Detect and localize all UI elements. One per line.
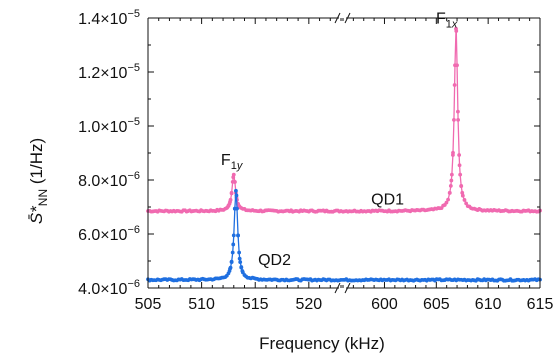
axis-break-mark [334, 12, 341, 24]
series-1-point [452, 83, 457, 87]
series-2-point [237, 250, 242, 255]
annotation-qd1: QD1 [371, 191, 404, 208]
x-tick-label: 515 [242, 296, 269, 313]
series-1-point [449, 178, 454, 183]
series-1-point [458, 172, 463, 177]
x-tick-label: 615 [527, 296, 554, 313]
series-1-point [459, 184, 464, 188]
y-axis-title: S̄*NN (1/Hz) [27, 138, 50, 224]
series-2-point [229, 260, 234, 264]
data-layer [146, 26, 542, 283]
y-axis-title-symbol: S̄* [27, 205, 46, 224]
series-1-point [449, 172, 454, 177]
series-2-point [238, 260, 243, 264]
series-1-point [444, 200, 449, 205]
series-1-point [460, 193, 465, 198]
y-tick-label: 1.0×10−5 [78, 116, 140, 136]
series-2-point [236, 233, 240, 238]
x-axis-title: Frequency (kHz) [259, 334, 385, 353]
series-2-line-seg-1 [147, 190, 342, 282]
series-1-point [232, 179, 237, 184]
series-1-point [452, 118, 456, 122]
annotation-qd2: QD2 [258, 252, 291, 269]
y-tick-label: 1.2×10−5 [78, 62, 140, 82]
series-1-point [455, 63, 459, 68]
axis-break-mark [344, 282, 351, 294]
series-1-point [457, 163, 462, 168]
y-axis-title-unit: (1/Hz) [27, 138, 46, 189]
y-axis-title-sub: NN [36, 189, 50, 206]
series-1-point [447, 190, 452, 195]
series-2 [146, 188, 542, 283]
series-2-point [228, 265, 233, 270]
series-1-line-seg-2 [342, 28, 541, 213]
x-tick-label: 505 [135, 296, 162, 313]
y-tick-label: 6.0×10−6 [78, 224, 140, 244]
x-tick-label: 600 [371, 296, 398, 313]
series-1-point [456, 118, 460, 122]
annotation-f1y: F1y [221, 152, 244, 172]
series-2-point [230, 250, 235, 255]
series-1-point [454, 29, 459, 33]
series-2-point [239, 265, 244, 270]
series-1-point [460, 190, 465, 195]
series-2-point [234, 193, 239, 198]
series-1-point [457, 153, 462, 157]
series-1-point [462, 198, 467, 202]
y-tick-label: 1.4×10−5 [78, 8, 140, 28]
series-1-point [228, 197, 233, 202]
series-2-point [237, 256, 242, 261]
series-2-point [231, 233, 236, 238]
x-tick-label: 605 [423, 296, 450, 313]
axes [147, 12, 541, 294]
series-1-line-seg-1 [147, 174, 342, 213]
series-2-point [235, 206, 239, 211]
x-tick-label: 520 [295, 296, 322, 313]
axis-break-mark [344, 12, 351, 24]
series-2-point [234, 188, 238, 193]
series-1-point [231, 172, 236, 177]
y-tick-label: 8.0×10−6 [78, 170, 140, 190]
axis-break-mark [334, 282, 341, 294]
x-tick-label: 610 [475, 296, 502, 313]
series-1-point [448, 184, 453, 188]
x-tick-label: 510 [188, 296, 215, 313]
series-1-point [229, 190, 234, 195]
series-2-point [231, 242, 236, 247]
series-1-point [451, 150, 455, 155]
series-1-point [446, 197, 450, 202]
annotation-f1x: F1x [436, 10, 458, 30]
labels: 505 510 515 520 600 605 610 615 4.0×10−6 6.0×10−6… [78, 8, 553, 313]
y-tick-label: 4.0×10−6 [78, 278, 140, 298]
series-1 [146, 26, 542, 214]
series-1-point [456, 109, 460, 114]
